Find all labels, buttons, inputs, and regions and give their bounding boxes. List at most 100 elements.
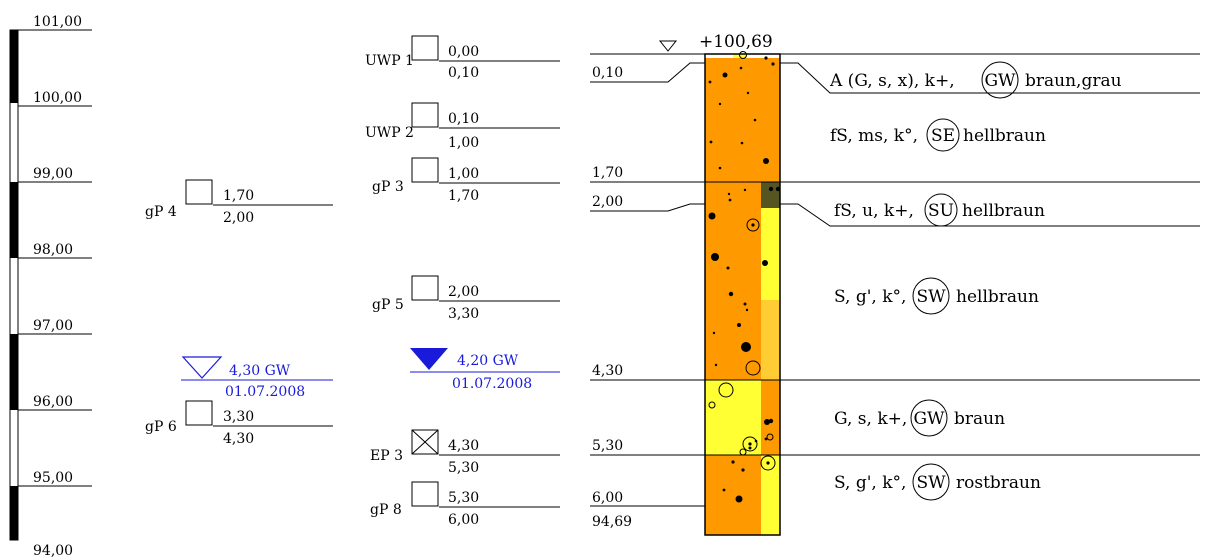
sample-gp4: gP 4 1,70 2,00: [145, 179, 333, 226]
surface-triangle-icon: [658, 40, 678, 52]
gravel-dot: [712, 331, 716, 335]
scale-label: 94,00: [33, 543, 73, 558]
layer-fill-orange: [761, 380, 780, 455]
gravel-dot: [711, 253, 719, 261]
surface-elevation-value: +100,69: [699, 32, 773, 52]
scale-bar-frame: [9, 29, 19, 541]
gravel-dot: [764, 419, 770, 425]
layer-rest: braun,grau: [1025, 71, 1122, 91]
gravel-dot: [735, 495, 743, 503]
soil-group-circle: [926, 118, 960, 152]
sample-bottom: 1,00: [448, 135, 479, 151]
layer-depth: 0,10: [592, 65, 623, 81]
sample-box-crossed: [411, 429, 439, 455]
gravel-dot: [722, 488, 726, 492]
sample-name: UWP 2: [365, 125, 414, 141]
layer-depth: 1,70: [592, 165, 623, 181]
pebble-ring: [739, 51, 747, 59]
gravel-dot: [764, 437, 768, 441]
sample-name: gP 4: [145, 204, 177, 220]
scale-label: 96,00: [33, 394, 73, 410]
layer-fill-orange: [705, 58, 780, 182]
gravel-dot: [775, 186, 781, 192]
gravel-dot: [726, 266, 730, 270]
layer-soil: A (G, s, x), k+,: [829, 71, 955, 91]
layer-fill-yellow: [761, 455, 780, 535]
sample-name: gP 3: [372, 179, 404, 195]
sample-gp6: gP 6 3,30 4,30: [145, 400, 333, 447]
layer-soil: S, g', k°,: [834, 287, 906, 307]
sample-bottom: 0,10: [448, 65, 479, 81]
gravel-dot: [762, 260, 768, 266]
gravel-dot: [745, 308, 749, 312]
gravel-dot: [709, 140, 713, 144]
layer-description: S, g', k°, SW hellbraun: [834, 277, 1039, 315]
soil-group-circle: [910, 399, 948, 437]
surface-elevation: +100,69: [590, 32, 1200, 55]
scale-label: 97,00: [33, 318, 73, 334]
groundwater-date: 01.07.2008: [452, 376, 532, 392]
gravel-dot: [718, 166, 722, 170]
gravel-dot: [727, 192, 731, 196]
sample-uwp2: UWP 2 0,10 1,00: [365, 102, 560, 151]
gravel-dot: [753, 118, 757, 122]
sample-box: [411, 275, 439, 301]
gravel-dot: [741, 468, 745, 472]
layer-group: SU: [928, 201, 954, 221]
sample-ep3: EP 3 4,30 5,30: [370, 429, 560, 476]
gravel-dot: [740, 141, 744, 145]
pebble-ring: [718, 382, 734, 398]
gravel-dot: [743, 302, 747, 306]
sample-top: 1,00: [448, 166, 479, 182]
scale-label: 100,00: [33, 90, 82, 106]
layer-boundaries: 0,10 1,70 2,00 4,30 5,30 6,00 94,69: [590, 62, 1200, 530]
gravel-dot: [771, 62, 775, 66]
gravel-dot: [718, 102, 722, 106]
gravel-dot: [739, 66, 743, 70]
sample-name: UWP 1: [365, 53, 414, 69]
layer-fill-orange: [705, 455, 761, 535]
layer-soil: fS, u, k+,: [834, 201, 914, 221]
pebble-ring-center: [766, 461, 770, 465]
gravel-dot: [708, 80, 712, 84]
groundwater-date: 01.07.2008: [225, 384, 305, 400]
soil-group-circle: [924, 193, 958, 227]
layer-depth: 2,00: [592, 194, 623, 210]
sample-gp5: gP 5 2,00 3,30: [372, 275, 560, 322]
gravel-dot: [728, 291, 734, 297]
gravel-dot: [728, 198, 732, 202]
pebble-ring: [742, 436, 758, 452]
sample-box: [185, 179, 213, 205]
sample-name: gP 8: [370, 502, 402, 518]
pebble-ring: [760, 455, 776, 471]
sample-uwp1: UWP 1 0,00 0,10: [365, 35, 560, 81]
layer-depth: 6,00: [592, 490, 623, 506]
gravel-dot: [708, 212, 716, 220]
soil-column-frame: [704, 53, 781, 536]
sample-top: 3,30: [223, 409, 254, 425]
sample-bottom: 3,30: [448, 306, 479, 322]
gravel-dot: [741, 342, 751, 352]
sample-bottom: 2,00: [223, 210, 254, 226]
groundwater-depth: 4,20 GW: [457, 353, 519, 369]
scale-bar-segment: [10, 334, 18, 410]
sample-name: gP 6: [145, 419, 177, 435]
sample-bottom: 5,30: [448, 460, 479, 476]
layer-group: GW: [913, 409, 945, 429]
soil-group-circle: [981, 61, 1019, 99]
pebble-ring-center: [748, 442, 752, 446]
gravel-dot: [764, 56, 768, 60]
groundwater-triangle-icon: [410, 348, 448, 370]
groundwater-marker-left: 4,30 GW 01.07.2008: [181, 356, 333, 400]
soil-column: [704, 51, 781, 536]
layer-description: A (G, s, x), k+, GW braun,grau: [829, 61, 1122, 99]
sample-top: 5,30: [448, 490, 479, 506]
layer-descriptions: A (G, s, x), k+, GW braun,grau fS, ms, k…: [829, 61, 1122, 501]
sample-box: [411, 35, 439, 61]
sample-top: 0,10: [448, 111, 479, 127]
layer-depth: 5,30: [592, 438, 623, 454]
sample-bottom: 4,30: [223, 431, 254, 447]
gravel-dot: [743, 188, 747, 192]
layer-fill-dark: [761, 182, 780, 208]
sample-bottom: 1,70: [448, 188, 479, 204]
